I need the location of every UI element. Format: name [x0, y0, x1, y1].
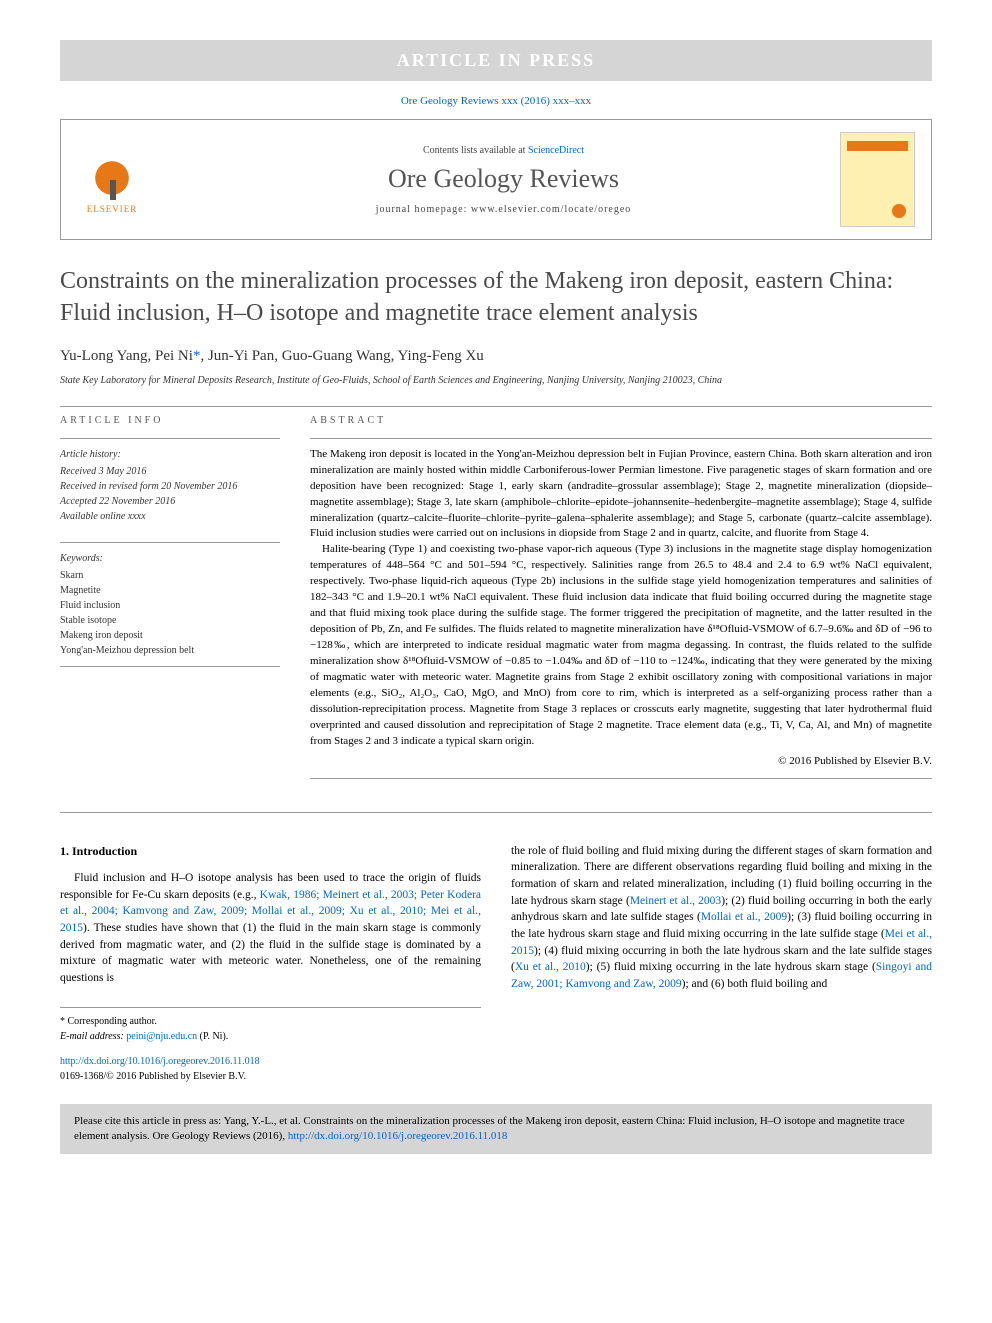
top-citation-link[interactable]: Ore Geology Reviews xxx (2016) xxx–xxx [401, 95, 591, 107]
journal-cover-thumbnail[interactable] [840, 132, 915, 227]
doi-block: http://dx.doi.org/10.1016/j.oregeorev.20… [60, 1054, 481, 1084]
divider [60, 666, 280, 667]
contents-lists-line: Contents lists available at ScienceDirec… [167, 145, 840, 156]
divider [60, 406, 932, 407]
journal-homepage-line: journal homepage: www.elsevier.com/locat… [167, 204, 840, 215]
citation-link[interactable]: Meinert et al., 2003 [630, 895, 721, 907]
elsevier-logo[interactable]: ELSEVIER [77, 140, 147, 220]
journal-name: Ore Geology Reviews [167, 164, 840, 194]
corresponding-author-note: * Corresponding author. [60, 1014, 481, 1029]
body-column-left: 1. Introduction Fluid inclusion and H–O … [60, 843, 481, 1084]
citation-doi-link[interactable]: http://dx.doi.org/10.1016/j.oregeorev.20… [288, 1130, 508, 1142]
body-column-right: the role of fluid boiling and fluid mixi… [511, 843, 932, 1084]
keyword: Makeng iron deposit [60, 630, 143, 641]
article-info-label: ARTICLE INFO [60, 415, 280, 426]
history-line: Received 3 May 2016 [60, 466, 146, 477]
doi-link[interactable]: http://dx.doi.org/10.1016/j.oregeorev.20… [60, 1056, 260, 1067]
history-line: Accepted 22 November 2016 [60, 496, 175, 507]
article-title: Constraints on the mineralization proces… [60, 265, 932, 330]
article-in-press-banner: ARTICLE IN PRESS [60, 40, 932, 81]
divider [310, 778, 932, 779]
citation-box: Please cite this article in press as: Ya… [60, 1104, 932, 1155]
divider [310, 438, 932, 439]
journal-homepage-url[interactable]: www.elsevier.com/locate/oregeo [471, 204, 631, 215]
issn-copyright: 0169-1368/© 2016 Published by Elsevier B… [60, 1071, 246, 1082]
citation-link[interactable]: Mollai et al., 2009 [701, 911, 787, 923]
history-line: Available online xxxx [60, 511, 146, 522]
keyword: Magnetite [60, 585, 101, 596]
divider [60, 812, 932, 813]
top-citation: Ore Geology Reviews xxx (2016) xxx–xxx [60, 89, 932, 113]
divider [60, 438, 280, 439]
abstract-copyright: © 2016 Published by Elsevier B.V. [310, 754, 932, 770]
elsevier-label: ELSEVIER [87, 204, 138, 214]
keyword: Skarn [60, 570, 83, 581]
history-line: Received in revised form 20 November 201… [60, 481, 237, 492]
journal-header-box: ELSEVIER Contents lists available at Sci… [60, 119, 932, 240]
elsevier-tree-icon [87, 145, 137, 200]
email-link[interactable]: peini@nju.edu.cn [126, 1031, 197, 1042]
abstract-label: ABSTRACT [310, 415, 932, 426]
citation-link[interactable]: Xu et al., 2010 [515, 961, 586, 973]
keyword: Yong'an-Meizhou depression belt [60, 645, 194, 656]
sciencedirect-link[interactable]: ScienceDirect [528, 145, 584, 156]
abstract-text: The Makeng iron deposit is located in th… [310, 447, 932, 770]
author-list: Yu-Long Yang, Pei Ni*, Jun-Yi Pan, Guo-G… [60, 348, 932, 365]
footnote-block: * Corresponding author. E-mail address: … [60, 1007, 481, 1044]
keyword: Fluid inclusion [60, 600, 120, 611]
section-heading: 1. Introduction [60, 843, 481, 860]
affiliation: State Key Laboratory for Mineral Deposit… [60, 375, 932, 386]
keyword: Stable isotope [60, 615, 116, 626]
article-history: Article history: Received 3 May 2016 Rec… [60, 447, 280, 524]
keywords-block: Keywords: Skarn Magnetite Fluid inclusio… [60, 551, 280, 658]
divider [60, 542, 280, 543]
